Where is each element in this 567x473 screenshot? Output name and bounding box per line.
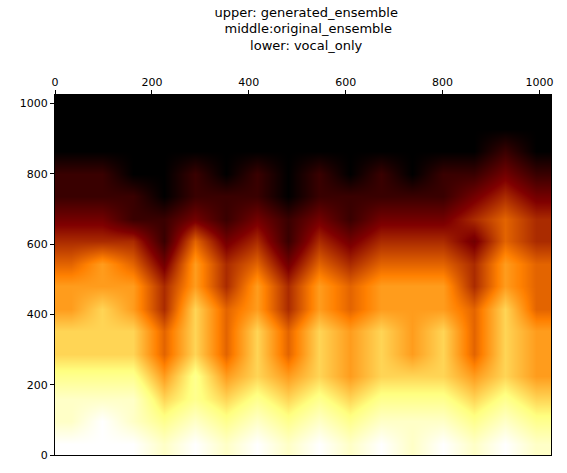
svg-text:1000: 1000	[20, 97, 48, 110]
svg-text:600: 600	[27, 238, 48, 251]
svg-text:1000: 1000	[525, 76, 553, 89]
svg-text:600: 600	[335, 76, 356, 89]
svg-text:800: 800	[27, 168, 48, 181]
svg-text:0: 0	[52, 76, 59, 89]
svg-text:400: 400	[27, 308, 48, 321]
svg-text:200: 200	[27, 379, 48, 392]
svg-text:800: 800	[432, 76, 453, 89]
svg-text:400: 400	[238, 76, 259, 89]
svg-text:upper: generated_ensemble midd: upper: generated_ensemble middle:origina…	[214, 5, 398, 54]
svg-text:200: 200	[141, 76, 162, 89]
svg-text:0: 0	[41, 449, 48, 462]
